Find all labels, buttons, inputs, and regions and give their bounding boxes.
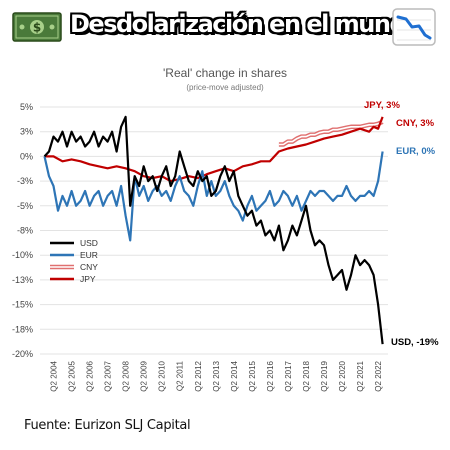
y-tick-label: -18%: [12, 324, 33, 334]
x-tick-label: Q2 2014: [230, 360, 239, 391]
y-tick-label: 5%: [20, 102, 33, 112]
x-tick-label: Q2 2008: [122, 360, 131, 391]
money-bill-icon: $: [12, 12, 62, 42]
y-tick-label: -3%: [17, 176, 33, 186]
y-tick-label: -15%: [12, 300, 33, 310]
series-lines: [43, 115, 384, 345]
y-axis: 5% 3% 0% -3% -5% -8% -10% -13% -15% -18% -20%: [12, 102, 33, 359]
x-tick-label: Q2 2015: [248, 360, 257, 391]
chart-title: 'Real' change in shares: [163, 66, 287, 80]
y-tick-label: -13%: [12, 275, 33, 285]
x-tick-label: Q2 2004: [50, 360, 59, 391]
x-tick-label: Q2 2020: [338, 360, 347, 391]
legend-label-usd: USD: [80, 238, 98, 248]
legend-label-eur: EUR: [80, 250, 98, 260]
y-tick-label: -8%: [17, 226, 33, 236]
x-tick-label: Q2 2011: [176, 360, 185, 391]
legend-label-cny: CNY: [80, 262, 98, 272]
series-line-cny-inner: [278, 121, 383, 146]
x-tick-label: Q2 2016: [266, 360, 275, 391]
svg-text:$: $: [33, 21, 41, 35]
x-tick-label: Q2 2010: [158, 360, 167, 391]
end-label-cny: CNY, 3%: [396, 118, 435, 129]
x-tick-label: Q2 2009: [140, 360, 149, 391]
series-end-labels: USD, -19% EUR, 0% CNY, 3% JPY, 3%: [364, 100, 439, 348]
x-tick-label: Q2 2005: [68, 360, 77, 391]
chart-decreasing-icon: [392, 8, 436, 46]
gridlines: [40, 106, 388, 355]
end-label-jpy: JPY, 3%: [364, 100, 400, 111]
series-line-jpy: [44, 116, 384, 183]
x-axis: Q2 2004 Q2 2005 Q2 2006 Q2 2007 Q2 2008 Q2 20…: [50, 360, 384, 391]
header: $ Desdolarización en el mundo: [0, 0, 450, 50]
x-tick-label: Q2 2018: [302, 360, 311, 391]
x-tick-label: Q2 2019: [320, 360, 329, 391]
x-tick-label: Q2 2022: [374, 360, 383, 391]
y-tick-label: 0%: [20, 151, 33, 161]
page-title: Desdolarización en el mundo: [70, 10, 422, 38]
x-tick-label: Q2 2006: [86, 360, 95, 391]
y-tick-label: -5%: [17, 201, 33, 211]
y-tick-label: 3%: [20, 127, 33, 137]
series-line-usd: [43, 115, 384, 345]
x-tick-label: Q2 2012: [194, 360, 203, 391]
x-tick-label: Q2 2017: [284, 360, 293, 391]
x-tick-label: Q2 2013: [212, 360, 221, 391]
legend: USD EUR CNY JPY: [50, 238, 98, 284]
source-note: Fuente: Eurizon SLJ Capital: [24, 418, 191, 433]
x-tick-label: Q2 2007: [104, 360, 113, 391]
x-tick-label: Q2 2021: [356, 360, 365, 391]
chart-subtitle: (price-move adjusted): [186, 83, 264, 92]
y-tick-label: -20%: [12, 349, 33, 359]
series-line-eur: [43, 151, 384, 242]
end-label-usd: USD, -19%: [391, 337, 439, 348]
chart: 'Real' change in shares (price-move adju…: [12, 66, 439, 392]
y-tick-label: -10%: [12, 250, 33, 260]
legend-label-jpy: JPY: [80, 274, 96, 284]
end-label-eur: EUR, 0%: [396, 146, 436, 157]
